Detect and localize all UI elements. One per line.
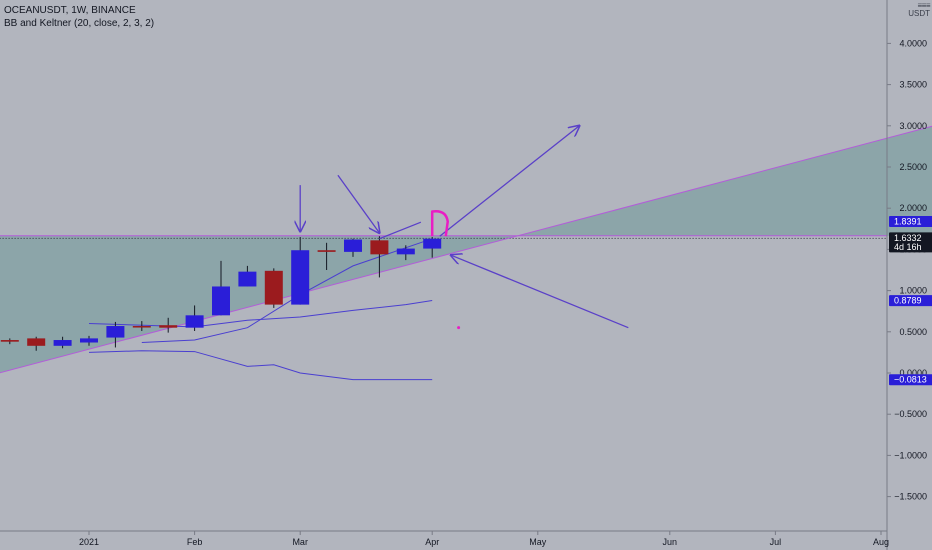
up-arrow xyxy=(439,126,580,237)
y-axis[interactable]: 4.00003.50003.00002.50002.00001.50001.00… xyxy=(886,0,927,550)
price-tag-box xyxy=(889,215,932,227)
x-tick-label: May xyxy=(529,537,547,547)
candle xyxy=(396,245,415,261)
y-tick-label: 3.5000 xyxy=(899,80,927,90)
price-tag: 0.8789 xyxy=(889,295,932,307)
price-tag-label: 1.6332 xyxy=(894,233,922,243)
candle-body xyxy=(0,340,19,342)
y-tick-label: 3.0000 xyxy=(899,121,927,131)
candle xyxy=(53,336,72,349)
price-tag: 1.8391 xyxy=(889,215,932,227)
candle-body xyxy=(370,240,389,255)
y-tick-label: 1.0000 xyxy=(899,286,927,296)
candle-body xyxy=(80,338,98,343)
candles-layer xyxy=(0,236,442,351)
candle xyxy=(291,237,310,305)
y-tick-label: 4.0000 xyxy=(899,38,927,48)
magenta-hook xyxy=(430,209,449,237)
chart-legend: OCEANUSDT, 1W, BINANCE BB and Keltner (2… xyxy=(4,4,154,30)
candle-body xyxy=(159,325,178,328)
x-tick-label: Jun xyxy=(663,537,678,547)
candle-body xyxy=(423,238,442,249)
candle-body xyxy=(264,270,283,305)
triangle-left-fill xyxy=(0,235,518,373)
basis-line xyxy=(141,238,433,344)
price-tag-label: −0.0813 xyxy=(894,375,927,385)
candle-body xyxy=(27,338,46,346)
ascending-trendline xyxy=(0,125,932,374)
y-tick-label: 0.0000 xyxy=(899,368,927,378)
down-arrow xyxy=(451,255,629,329)
y-tick-label: 2.5000 xyxy=(899,162,927,172)
candle-body xyxy=(132,326,151,328)
candle xyxy=(344,238,362,257)
triangle-fill-layer xyxy=(0,126,932,373)
candle xyxy=(132,321,151,331)
currency-icon: ≡≡≡ xyxy=(917,1,930,10)
y-tick-label: −1.0000 xyxy=(894,450,927,460)
x-axis[interactable]: 2021 Feb Mar Apr May Jun Jul Aug xyxy=(0,530,889,547)
y-tick-label: 2.0000 xyxy=(899,203,927,213)
price-tag-label: 0.8789 xyxy=(894,296,922,306)
y-tick-label: −0.5000 xyxy=(894,409,927,419)
indicator-title[interactable]: BB and Keltner (20, close, 2, 3, 2) xyxy=(4,18,155,29)
candle-body xyxy=(53,340,72,346)
candle xyxy=(80,335,98,346)
candle-body xyxy=(212,286,230,316)
candle-body xyxy=(238,271,257,287)
x-tick-label: Apr xyxy=(425,537,439,547)
candle xyxy=(27,336,46,351)
x-tick-label: 2021 xyxy=(79,537,99,547)
candle-body xyxy=(106,326,125,338)
candle xyxy=(212,260,230,316)
lower-band-line xyxy=(88,350,433,381)
horizontal-lines-layer xyxy=(0,235,887,239)
resistance-segment xyxy=(379,221,422,240)
candle-body xyxy=(185,315,204,328)
price-tag: −0.0813 xyxy=(889,374,932,386)
candle xyxy=(317,242,336,270)
price-tag-label: 1.8391 xyxy=(894,216,922,226)
symbol-title[interactable]: OCEANUSDT, 1W, BINANCE xyxy=(4,5,136,16)
x-tick-label: Jul xyxy=(770,537,782,547)
currency-text: USDT xyxy=(908,9,930,18)
candle xyxy=(238,265,257,287)
price-tag-box xyxy=(889,232,932,253)
candle xyxy=(423,237,442,258)
candle xyxy=(106,321,125,348)
y-tick-label: 0.5000 xyxy=(899,327,927,337)
candle-body xyxy=(317,250,336,252)
annotations-layer xyxy=(300,126,629,330)
candle xyxy=(185,305,204,331)
down-arrow xyxy=(337,174,379,233)
x-tick-label: Mar xyxy=(292,537,308,547)
price-tag-countdown: 4d 16h xyxy=(894,242,922,252)
magenta-dot xyxy=(457,326,461,330)
price-tag-box xyxy=(889,295,932,307)
x-tick-label: Feb xyxy=(187,537,203,547)
candle-body xyxy=(291,250,310,305)
candle-body xyxy=(344,239,362,252)
candle xyxy=(370,236,389,278)
candle xyxy=(0,338,19,345)
candle xyxy=(159,317,178,333)
candle-body xyxy=(396,248,415,255)
candle xyxy=(264,268,283,308)
trendline-layer xyxy=(0,125,932,374)
y-tick-label: −1.5000 xyxy=(894,492,927,502)
x-tick-label: Aug xyxy=(873,537,889,547)
currency-label[interactable]: ≡≡≡ USDT xyxy=(908,2,930,18)
price-tag-box xyxy=(889,374,932,386)
